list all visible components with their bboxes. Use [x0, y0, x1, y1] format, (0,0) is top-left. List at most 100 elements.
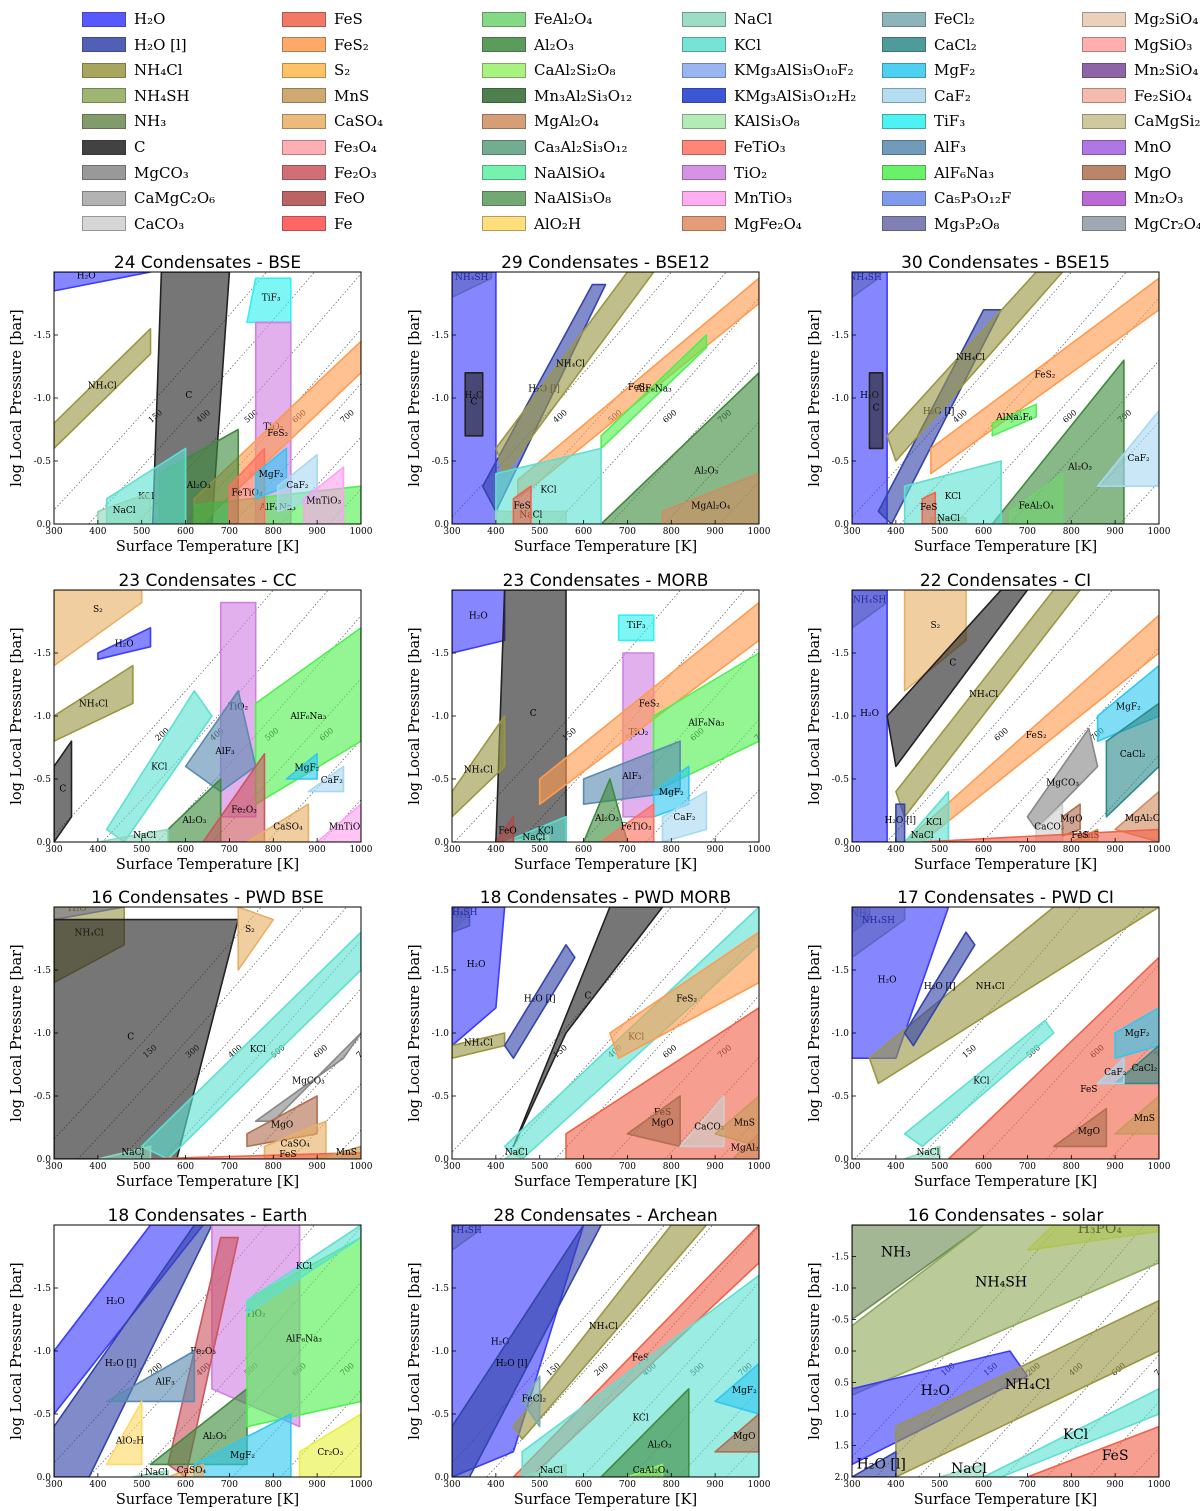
region-label: MgF₂: [732, 1386, 757, 1396]
condensate-region: [991, 403, 1037, 437]
region-label: CaF₂: [321, 776, 343, 786]
condensate-region: [714, 1095, 759, 1148]
legend-label: NH₃: [134, 112, 167, 131]
legend-item: Al₂O₃: [482, 34, 574, 56]
x-tick-label: 900: [707, 1162, 724, 1172]
region-label: NaCl: [522, 833, 545, 843]
condensate-region: [285, 752, 318, 780]
legend-swatch: [682, 11, 726, 27]
y-tick-label: 0.0: [435, 1473, 450, 1483]
isotherm-line: [960, 1257, 1159, 1477]
y-tick-label: 0.0: [37, 1155, 52, 1165]
legend-label: AlF₃: [934, 138, 967, 156]
region-label: H₂O: [878, 976, 897, 986]
legend-swatch: [882, 113, 926, 129]
x-axis-label: Surface Temperature [K]: [914, 1174, 1097, 1190]
y-tick-label: 1.0: [835, 1410, 850, 1420]
region-label: MgAl₂O₄: [1125, 814, 1164, 824]
condensate-region: [1114, 1095, 1159, 1135]
region-label: FeS₂: [267, 429, 288, 439]
legend-label: NH₄Cl: [134, 61, 183, 80]
legend-label: CaMgC₂O₆: [134, 189, 216, 208]
region-label: AlF₆Na₃: [289, 712, 326, 722]
condensate-region: [97, 626, 152, 661]
legend-label: KAlSi₃O₈: [734, 112, 800, 131]
y-tick-label: -0.5: [832, 1092, 850, 1102]
region-label: C: [470, 397, 477, 407]
condensate-region: [930, 277, 1159, 475]
condensate-region: [512, 485, 532, 524]
region-label: MnTiO₃: [329, 822, 364, 832]
y-tick-label: -0.5: [34, 775, 52, 785]
x-tick-label: 600: [177, 1162, 194, 1172]
y-tick-label: 0.0: [37, 1473, 52, 1483]
condensate-region: [600, 803, 655, 842]
y-tick-label: 0.0: [435, 520, 450, 530]
legend-label: AlO₂H: [534, 214, 582, 233]
condensate-region: [895, 803, 906, 842]
legend-swatch: [1082, 62, 1126, 78]
legend-swatch: [282, 11, 326, 27]
condensate-region: [452, 590, 506, 654]
region-label: S₂: [245, 925, 255, 935]
region-label: FeS: [279, 1150, 296, 1160]
region-label: TiO₂: [628, 728, 648, 738]
x-tick-label: 700: [221, 845, 238, 855]
y-tick-label: -1.5: [34, 1284, 52, 1294]
legend-item: NH₄SH: [82, 85, 190, 107]
isotherm-line: [321, 799, 361, 842]
region-label: H₂O: [469, 611, 488, 621]
legend-swatch: [882, 88, 926, 104]
x-tick-label: 600: [975, 1162, 992, 1172]
chart-title: 18 Condensates - Earth: [108, 1206, 308, 1226]
condensate-region: [600, 1388, 690, 1477]
y-axis-label: log Local Pressure [bar]: [9, 309, 25, 486]
legend-swatch: [482, 139, 526, 155]
region-label: FeS₂: [628, 383, 649, 393]
condensate-region: [452, 907, 506, 1047]
x-tick-label: 300: [45, 1480, 62, 1490]
condensate-region: [714, 1413, 759, 1453]
isotherm-label: 800: [386, 1361, 403, 1378]
region-label: CaSO₄: [281, 1139, 311, 1149]
x-axis-label: Surface Temperature [K]: [116, 1174, 299, 1190]
x-tick-label: 400: [887, 1162, 904, 1172]
y-tick-label: -0.5: [432, 775, 450, 785]
condensate-region: [452, 715, 506, 818]
condensate-region: [140, 1151, 361, 1159]
x-tick-label: 500: [133, 845, 150, 855]
region-label: FeS₂: [1035, 371, 1056, 381]
x-tick-label: 700: [1019, 845, 1036, 855]
legend-item: FeAl₂O₄: [482, 8, 592, 30]
legend-swatch: [682, 62, 726, 78]
legend-label: S₂: [334, 61, 351, 80]
legend-label: NH₄SH: [134, 86, 190, 105]
legend-label: Fe₂SiO₄: [1134, 86, 1192, 105]
legend-swatch: [882, 11, 926, 27]
region-label: H₂O [l]: [884, 816, 916, 826]
x-axis-label: Surface Temperature [K]: [116, 857, 299, 873]
isotherm-line: [918, 907, 1145, 1159]
x-tick-label: 800: [1063, 845, 1080, 855]
region-label: AlF₆Na₃: [635, 385, 672, 395]
legend-label: TiO₂: [734, 163, 768, 182]
legend-label: Mn₂O₃: [1134, 189, 1184, 208]
legend-item: CaMgSi₂O₆: [1082, 110, 1200, 132]
region-label: KCl: [973, 1076, 989, 1086]
x-tick-label: 800: [663, 1162, 680, 1172]
region-label: FeS: [920, 503, 937, 513]
x-tick-label: 900: [1107, 527, 1124, 537]
region-label: H₂O [l]: [857, 1457, 906, 1473]
region-label: MgO: [733, 1432, 755, 1442]
x-tick-label: 900: [309, 527, 326, 537]
region-label: FeS: [632, 1353, 649, 1363]
legend-swatch: [82, 216, 126, 232]
y-tick-label: -1.5: [432, 331, 450, 341]
region-label: KCl: [540, 486, 556, 496]
y-tick-label: -1.5: [832, 649, 850, 659]
x-tick-label: 800: [265, 845, 282, 855]
condensate-region: [626, 1463, 664, 1477]
condensate-region: [1026, 1425, 1159, 1477]
region-label: AlNa₃F₆: [995, 413, 1032, 423]
x-axis-label: Surface Temperature [K]: [514, 1174, 697, 1190]
